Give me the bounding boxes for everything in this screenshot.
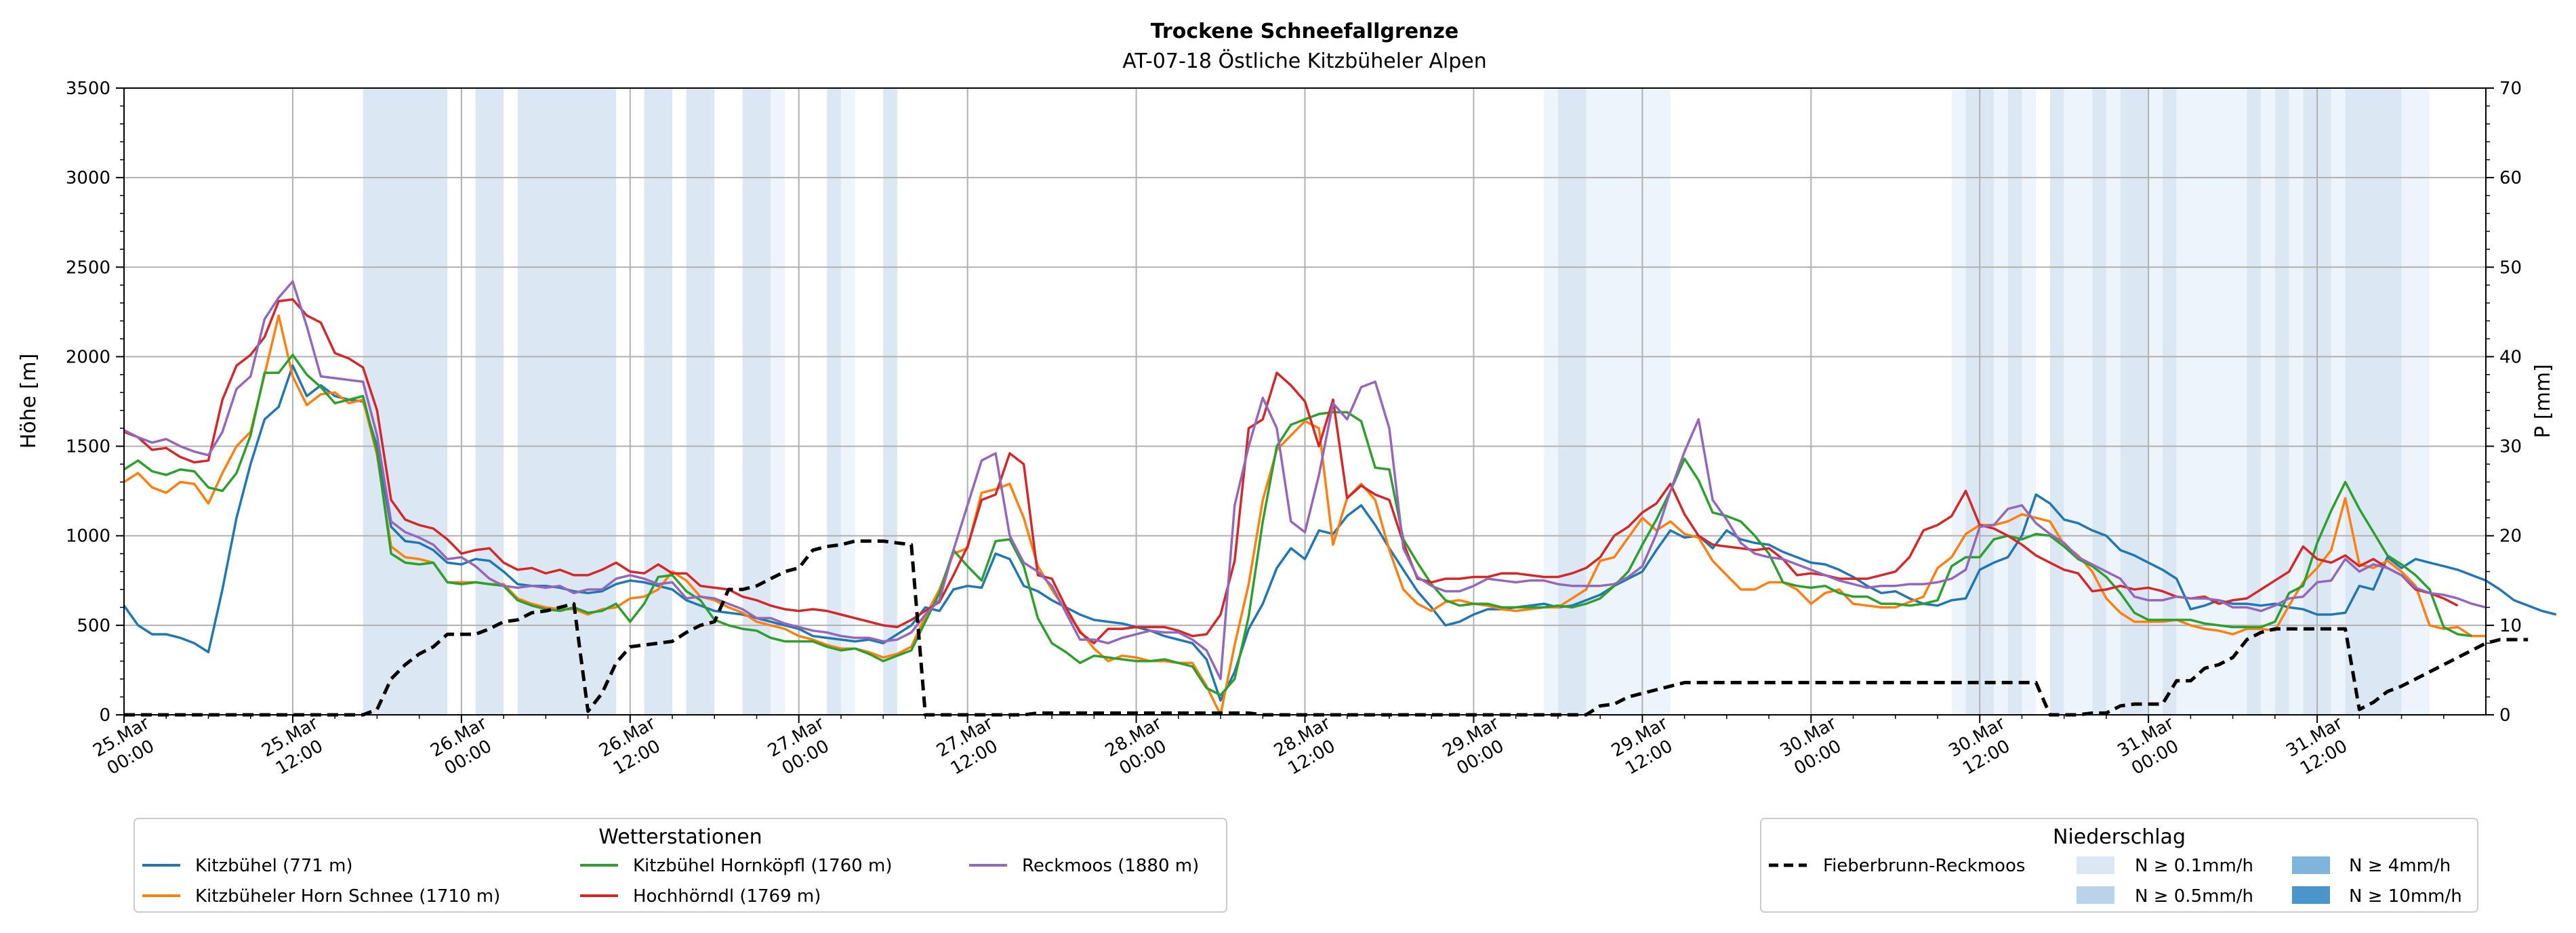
precip-band [2401, 88, 2430, 715]
legend-entry: Kitzbühel Hornköpfl (1760 m) [580, 856, 892, 876]
legend-entry: N ≥ 10mm/h [2292, 886, 2462, 907]
legend-entry: Reckmoos (1880 m) [969, 856, 1199, 876]
precipitation-bands [363, 88, 2430, 715]
series-line [124, 539, 2529, 717]
y2-tick-label: 60 [2499, 168, 2522, 188]
chart-title: Trockene Schneefallgrenze [1151, 20, 1458, 43]
precip-band [1586, 88, 1671, 715]
legend-swatch [2077, 856, 2114, 874]
precip-band [475, 88, 504, 715]
y2-tick-label: 0 [2499, 705, 2511, 726]
precip-band [2148, 88, 2163, 715]
precip-band [2176, 88, 2247, 715]
precip-band [2247, 88, 2262, 715]
precip-band [2345, 88, 2402, 715]
precip-band [771, 88, 785, 715]
precip-band [1993, 88, 2008, 715]
y2-tick-label: 40 [2499, 347, 2522, 367]
precip-band [2007, 88, 2022, 715]
y2-tick-label: 10 [2499, 616, 2522, 636]
legend-swatch [2077, 886, 2114, 904]
series-line [123, 280, 2487, 680]
y-tick-label: 500 [77, 616, 110, 636]
precip-band [1951, 88, 1966, 715]
precip-band [2064, 88, 2093, 715]
precip-band [1544, 88, 1558, 715]
precip-band [840, 88, 855, 715]
series-line [123, 298, 2459, 645]
precip-band [883, 88, 897, 715]
precip-band [2162, 88, 2177, 715]
precip-band [2274, 88, 2289, 715]
legend-stations-title: Wetterstationen [598, 825, 762, 849]
legend-entry: N ≥ 4mm/h [2292, 856, 2451, 876]
legend-label: Kitzbühel Hornköpfl (1760 m) [633, 856, 892, 876]
chart-subtitle: AT-07-18 Östliche Kitzbüheler Alpen [1122, 49, 1487, 73]
series-line [123, 314, 2486, 716]
legend-entry: N ≥ 0.1mm/h [2077, 856, 2253, 876]
legend-entry: Fieberbrunn-Reckmoos [1769, 856, 2025, 876]
precip-band [2120, 88, 2149, 715]
y2-axis: 0 10 20 30 40 50 60 70 [2486, 79, 2522, 726]
legend-stations: Wetterstationen Kitzbühel (771 m) Kitzbü… [134, 818, 1227, 913]
precip-band [2022, 88, 2037, 715]
legend-label: Kitzbüheler Horn Schnee (1710 m) [195, 886, 500, 907]
precip-band [827, 88, 841, 715]
legend-entry: Kitzbühel (771 m) [142, 856, 353, 876]
y2-tick-label: 30 [2499, 437, 2522, 457]
precip-band [644, 88, 673, 715]
precip-band [517, 88, 617, 715]
precip-band [2261, 88, 2275, 715]
precip-band [2106, 88, 2121, 715]
legend-precipitation: Niederschlag Fieberbrunn-Reckmoos N ≥ 0.… [1760, 818, 2478, 913]
series-line [123, 354, 2472, 697]
precip-band [2049, 88, 2064, 715]
legend-label: Kitzbühel (771 m) [195, 856, 353, 876]
y-axis: 0 500 1000 1500 2000 2500 3000 3500 [66, 79, 124, 726]
y-tick-label: 2500 [66, 257, 110, 278]
precip-band [363, 88, 448, 715]
precip-band [2331, 88, 2346, 715]
legend-label: N ≥ 0.1mm/h [2135, 856, 2253, 876]
legend-label: N ≥ 0.5mm/h [2135, 886, 2253, 907]
y-tick-label: 1500 [66, 437, 110, 457]
legend-label: Reckmoos (1880 m) [1022, 856, 1199, 876]
legend-label: N ≥ 4mm/h [2349, 856, 2451, 876]
precip-band [2092, 88, 2106, 715]
legend-swatch [2292, 886, 2330, 904]
legend-entry: Kitzbüheler Horn Schnee (1710 m) [142, 886, 500, 907]
series-lines [123, 280, 2557, 717]
y2-tick-label: 70 [2499, 79, 2522, 99]
y2-axis-label: P [mm] [2531, 364, 2555, 438]
legend-swatch [2292, 856, 2330, 874]
legend-label: N ≥ 10mm/h [2349, 886, 2462, 907]
legend-entry: Hochhörndl (1769 m) [580, 886, 821, 907]
legend-label: Hochhörndl (1769 m) [633, 886, 821, 907]
y-tick-label: 2000 [66, 347, 110, 367]
legend-label: Fieberbrunn-Reckmoos [1823, 856, 2025, 876]
precip-band [742, 88, 771, 715]
legend-stations-frame [134, 818, 1227, 913]
legend-entry: N ≥ 0.5mm/h [2077, 886, 2253, 907]
precip-band [1557, 88, 1587, 715]
y-tick-label: 3000 [66, 168, 110, 188]
y-tick-label: 1000 [66, 526, 110, 547]
y-tick-label: 3500 [66, 79, 110, 99]
precip-band [686, 88, 715, 715]
y-axis-label: Höhe [m] [17, 354, 41, 449]
y2-tick-label: 20 [2499, 526, 2522, 547]
y2-tick-label: 50 [2499, 257, 2522, 278]
legend-precip-title: Niederschlag [2053, 825, 2186, 849]
precip-band [2289, 88, 2304, 715]
y-tick-label: 0 [99, 705, 110, 726]
